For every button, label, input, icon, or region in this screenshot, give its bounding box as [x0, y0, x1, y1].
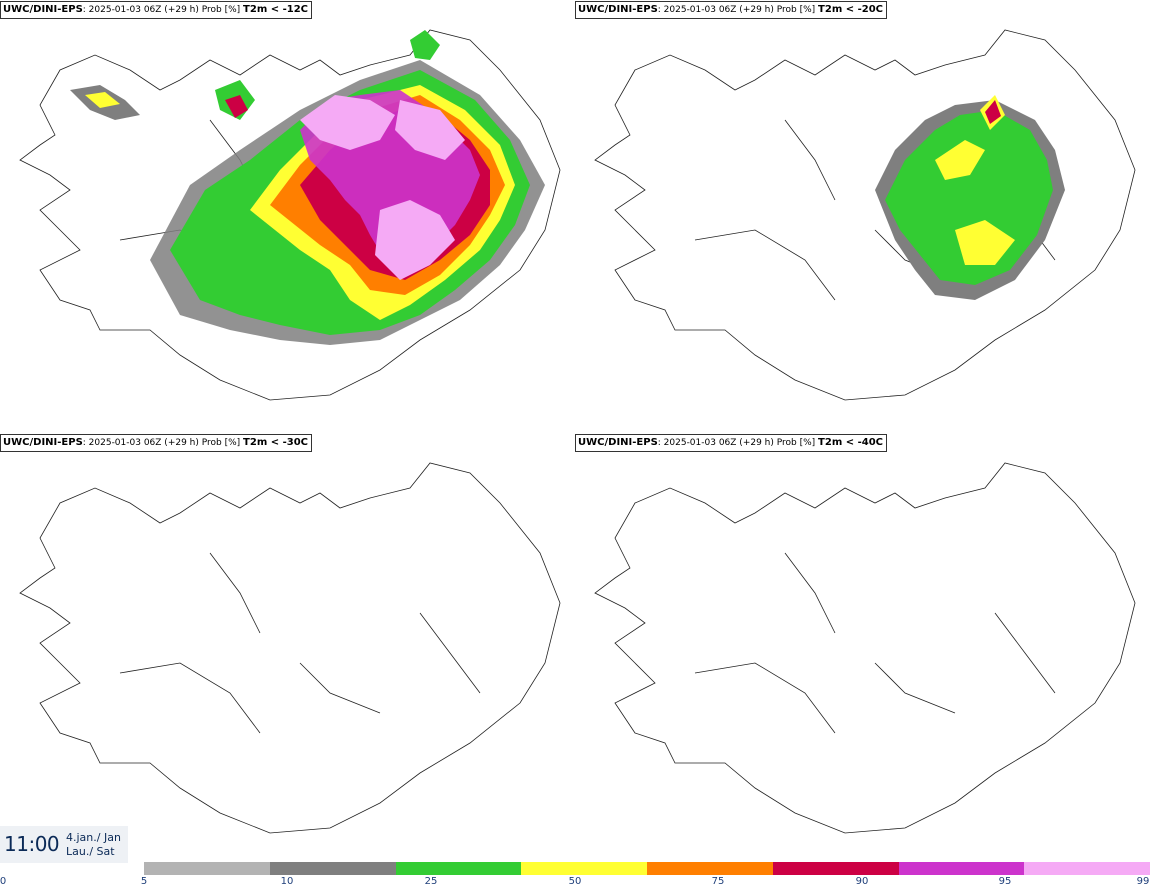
valid-time: 11:00 — [4, 832, 60, 856]
colorbar-segment — [647, 862, 773, 875]
colorbar-ticks: 0 5 10 25 50 75 90 95 99 — [0, 876, 1150, 890]
panel-header: UWC/DINI-EPS: 2025-01-03 06Z (+29 h) Pro… — [0, 434, 312, 452]
coastline — [19, 462, 561, 834]
colorbar-tick-label: 90 — [855, 876, 869, 887]
colorbar-tick-label: 5 — [140, 876, 148, 887]
date-line-1: 4.jan./ Jan — [66, 831, 121, 844]
valid-time-box: 11:00 4.jan./ Jan Lau./ Sat — [0, 826, 128, 863]
run-info: : 2025-01-03 06Z (+29 h) Prob [%] — [657, 438, 816, 448]
colorbar-segment — [144, 862, 270, 875]
map-panel-t2m-30: UWC/DINI-EPS: 2025-01-03 06Z (+29 h) Pro… — [0, 433, 575, 866]
valid-date: 4.jan./ Jan Lau./ Sat — [66, 831, 121, 859]
variable-label: T2m < -12C — [243, 4, 308, 15]
run-info: : 2025-01-03 06Z (+29 h) Prob [%] — [82, 5, 241, 15]
run-info: : 2025-01-03 06Z (+29 h) Prob [%] — [82, 438, 241, 448]
colorbar-tick-label: 99 — [1136, 876, 1150, 887]
colorbar-segment — [1024, 862, 1150, 875]
model-name: UWC/DINI-EPS — [3, 4, 83, 15]
colorbar-tick-label: 10 — [280, 876, 294, 887]
colorbar-tick-label: 75 — [711, 876, 725, 887]
map-panel-t2m-20: UWC/DINI-EPS: 2025-01-03 06Z (+29 h) Pro… — [575, 0, 1150, 433]
colorbar-segment — [772, 862, 899, 875]
coastline — [594, 462, 1136, 834]
coastline — [594, 29, 1136, 401]
colorbar-tick-label: 95 — [998, 876, 1012, 887]
colorbar-segment — [395, 862, 522, 875]
map-panel-t2m-12: UWC/DINI-EPS: 2025-01-03 06Z (+29 h) Pro… — [0, 0, 575, 433]
variable-label: T2m < -30C — [243, 437, 308, 448]
colorbar-segment — [521, 862, 647, 875]
panel-header: UWC/DINI-EPS: 2025-01-03 06Z (+29 h) Pro… — [575, 1, 887, 19]
iceland-map-20 — [594, 29, 1136, 401]
map-panel-t2m-40: UWC/DINI-EPS: 2025-01-03 06Z (+29 h) Pro… — [575, 433, 1150, 866]
colorbar-segment — [269, 862, 396, 875]
panel-header: UWC/DINI-EPS: 2025-01-03 06Z (+29 h) Pro… — [0, 1, 312, 19]
run-info: : 2025-01-03 06Z (+29 h) Prob [%] — [657, 5, 816, 15]
variable-label: T2m < -40C — [818, 437, 883, 448]
colorbar-tick-label: 0 — [0, 876, 7, 887]
date-line-2: Lau./ Sat — [66, 845, 115, 858]
panel-header: UWC/DINI-EPS: 2025-01-03 06Z (+29 h) Pro… — [575, 434, 887, 452]
model-name: UWC/DINI-EPS — [578, 437, 658, 448]
colorbar-segment — [898, 862, 1025, 875]
variable-label: T2m < -20C — [818, 4, 883, 15]
colorbar-tick-label: 50 — [568, 876, 582, 887]
model-name: UWC/DINI-EPS — [578, 4, 658, 15]
iceland-map-12 — [19, 29, 561, 401]
iceland-map-30 — [19, 462, 561, 834]
probability-colorbar — [144, 862, 1150, 875]
colorbar-tick-label: 25 — [424, 876, 438, 887]
probability-field-12 — [70, 30, 545, 345]
probability-field-20 — [875, 95, 1065, 300]
model-name: UWC/DINI-EPS — [3, 437, 83, 448]
iceland-map-40 — [594, 462, 1136, 834]
